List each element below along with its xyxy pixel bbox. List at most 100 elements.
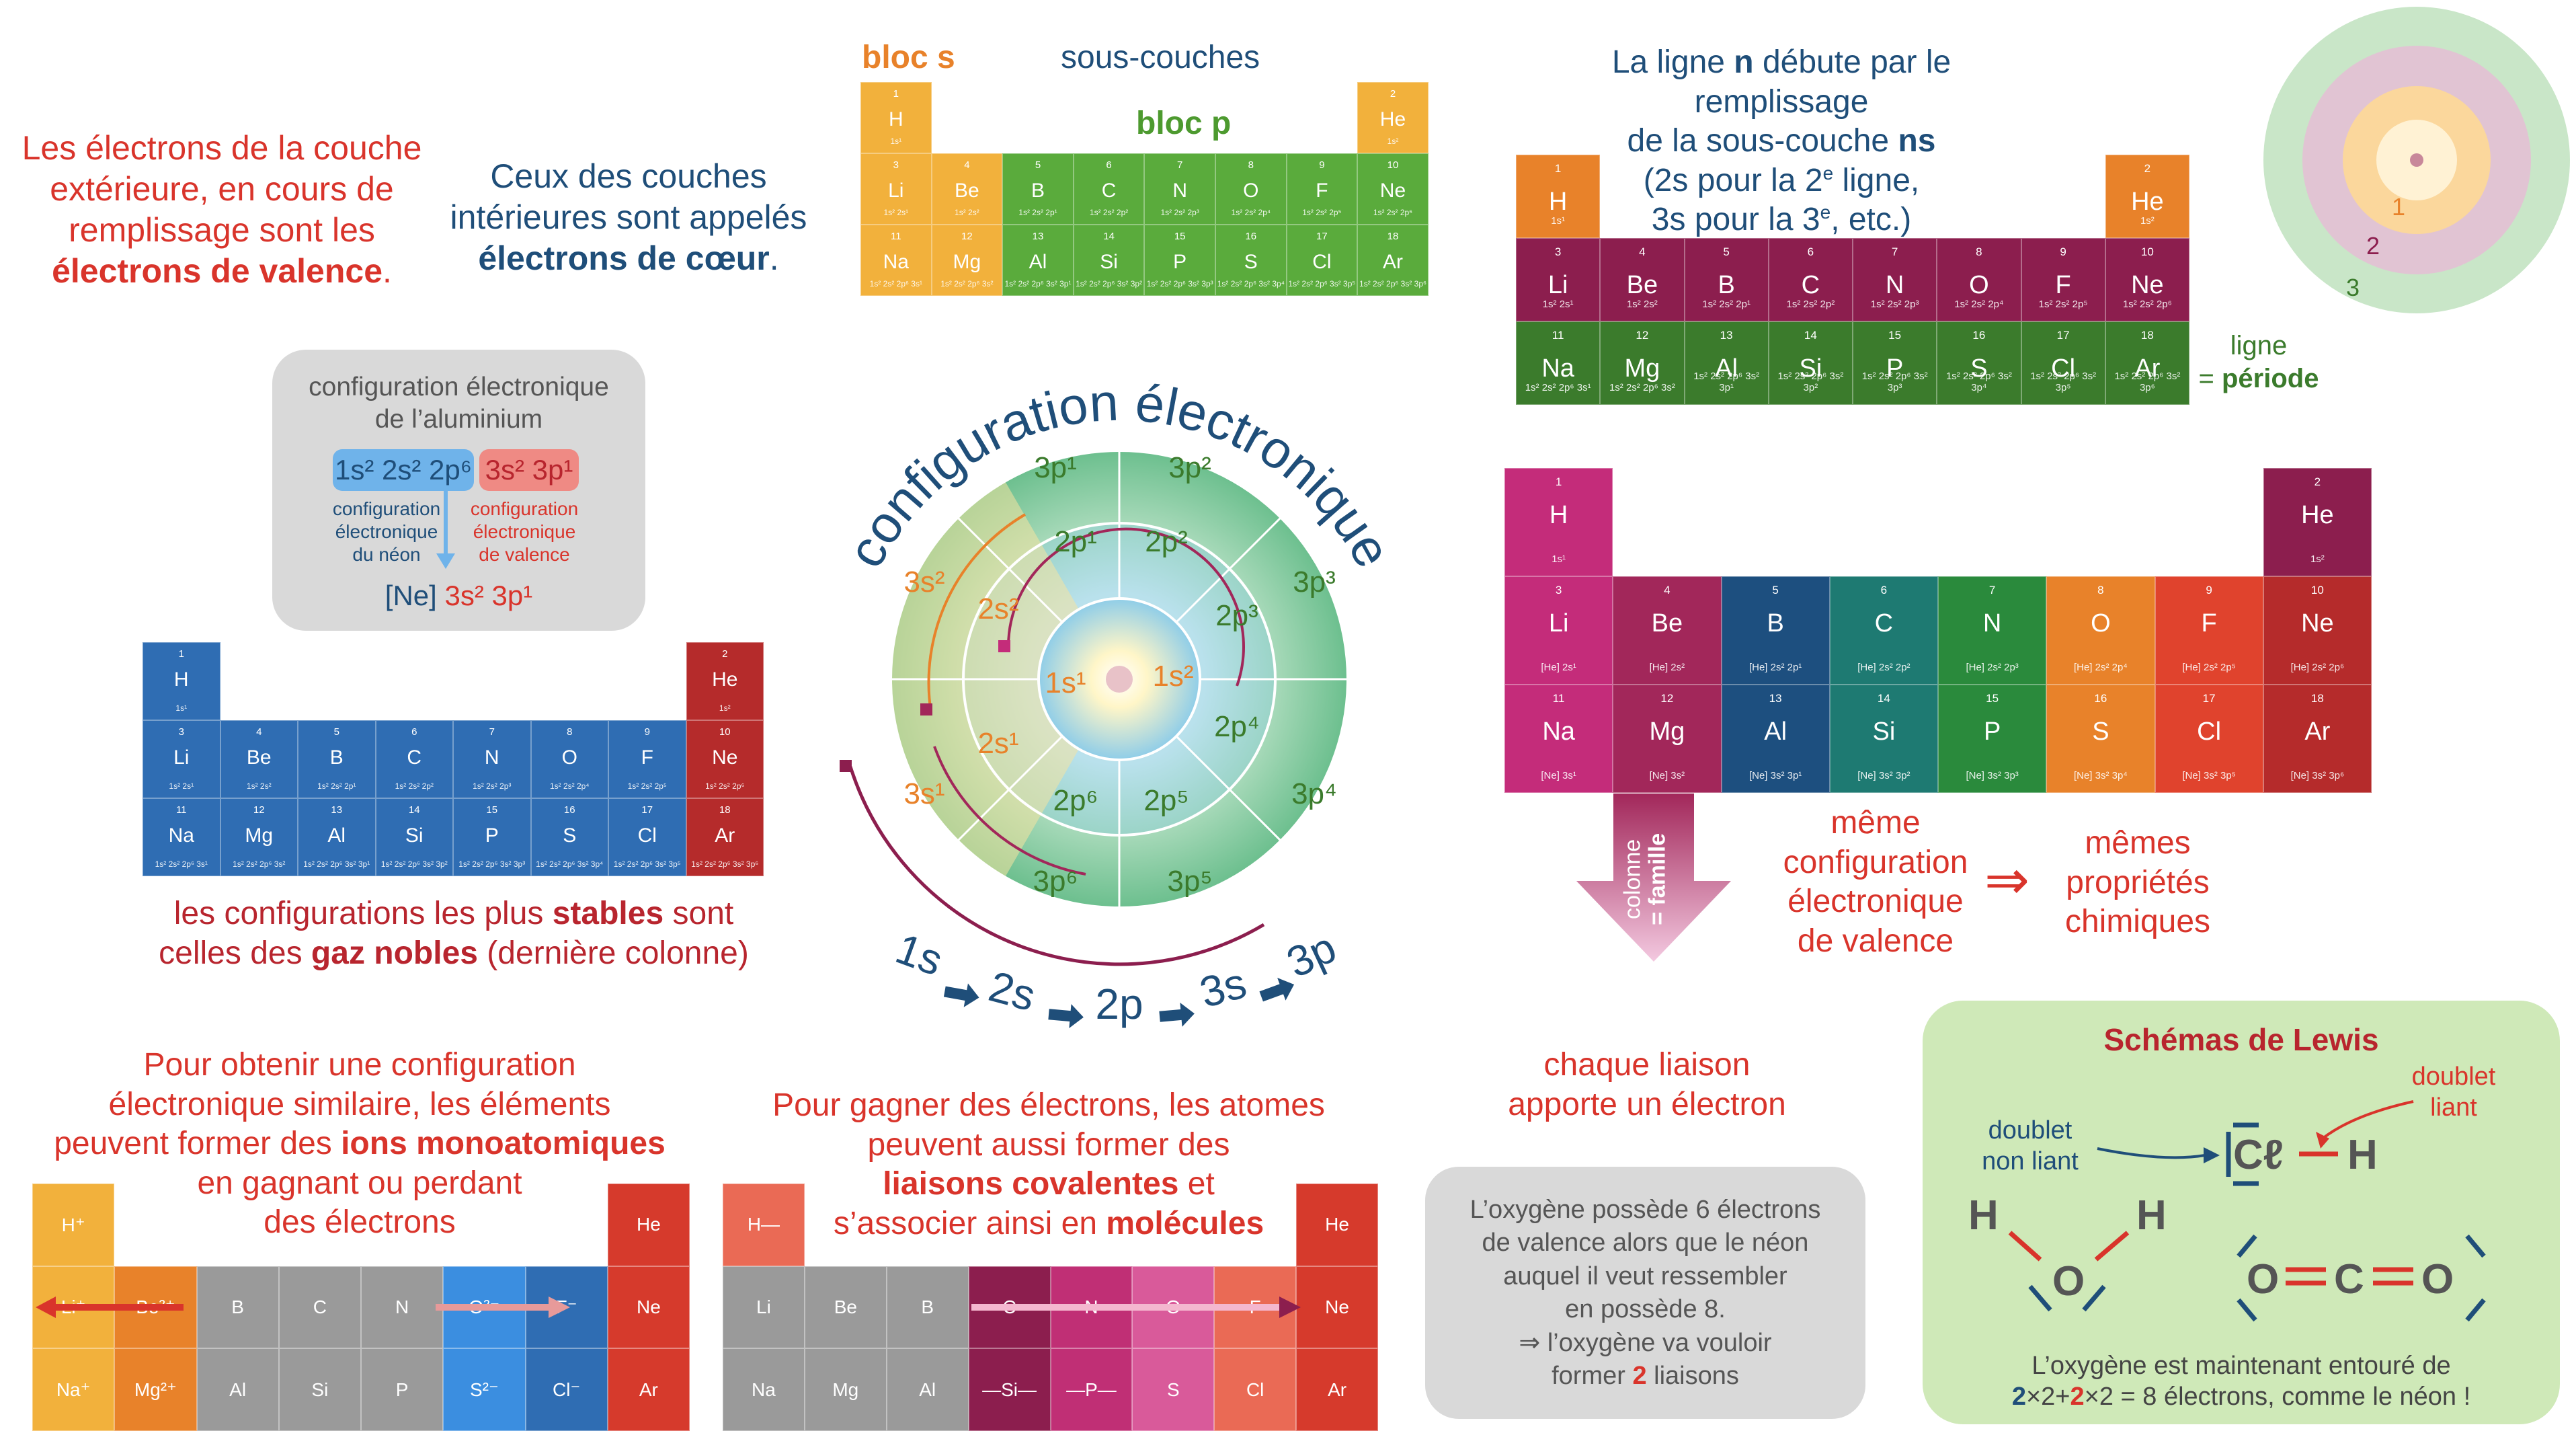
atomic-number: 2 xyxy=(1390,88,1396,100)
element-n: 7 N 1s² 2s² 2p³ xyxy=(1853,238,1937,321)
atomic-number: 18 xyxy=(2310,692,2324,705)
element-symbol: Be xyxy=(955,180,979,202)
atomic-number: 12 xyxy=(253,804,265,816)
ion-cell: Ar xyxy=(1296,1348,1378,1431)
element-config: 1s² 2s² 2p⁶ 3s² 3p⁵ xyxy=(1288,279,1356,288)
ptable-period: 1 H 1s¹ 2 He 1s² 3 Li 1s² 2s¹ 4 Be 1s² 2s² 5 B 1s² 2s²… xyxy=(1516,155,2189,405)
atomic-number: 4 xyxy=(964,159,970,171)
element-config: 1s² 2s² 2p⁶ 3s² 3p² xyxy=(1777,371,1844,393)
valence-part: 3s² 3p¹ xyxy=(479,449,579,491)
ligne-label: ligne = période xyxy=(2198,331,2319,393)
element-h: 1 H 1s¹ xyxy=(1516,155,1601,238)
atomic-number: 2 xyxy=(2144,162,2151,175)
element-h: 1 H 1s¹ xyxy=(860,82,932,153)
element-ne: 10 Ne [He] 2s² 2p⁶ xyxy=(2263,576,2372,685)
o-atom-co2-2: O xyxy=(2421,1256,2454,1303)
element-symbol: B xyxy=(1718,271,1735,299)
label-mid-6: 2p⁵ xyxy=(1143,784,1189,817)
nucleus-icon xyxy=(1106,666,1133,693)
element-h: 1 H 1s¹ xyxy=(143,642,220,720)
element-c: 6 C 1s² 2s² 2p² xyxy=(375,720,453,798)
element-config: 1s² 2s² 2p⁶ 3s² 3p⁴ xyxy=(1217,279,1285,288)
element-config: 1s² 2s² 2p¹ xyxy=(317,781,356,791)
element-config: 1s² 2s² 2p¹ xyxy=(1018,208,1057,217)
same-config-text: même configuration électronique de valence xyxy=(1783,805,1968,959)
element-symbol: O xyxy=(1243,180,1259,202)
element-config: [Ne] 3s² xyxy=(1649,770,1685,781)
element-symbol: Be xyxy=(1651,609,1683,637)
element-b: 5 B 1s² 2s² 2p¹ xyxy=(298,720,376,798)
ions-text: Pour obtenir une configuration électroni… xyxy=(54,1047,666,1241)
element-symbol: C xyxy=(1101,180,1117,202)
element-na: 11 Na 1s² 2s² 2p⁶ 3s¹ xyxy=(860,225,932,296)
element-n: 7 N 1s² 2s² 2p³ xyxy=(1144,153,1215,225)
atomic-number: 17 xyxy=(1316,231,1328,242)
atomic-number: 16 xyxy=(563,804,575,816)
element-config: 1s² 2s² 2p⁶ 3s² 3p⁴ xyxy=(1945,371,2012,393)
element-symbol: Si xyxy=(1872,718,1896,746)
atomic-number: 13 xyxy=(1720,329,1733,342)
element-symbol: Ne xyxy=(712,746,738,769)
element-si: 14 Si 1s² 2s² 2p⁶ 3s² 3p² xyxy=(375,798,453,876)
element-li: 3 Li [He] 2s¹ xyxy=(1504,576,1613,685)
element-symbol: P xyxy=(1983,718,2001,746)
ion-cell: B xyxy=(196,1266,279,1349)
atomic-number: 16 xyxy=(1972,329,1986,342)
element-config: [He] 2s² 2p⁴ xyxy=(2073,662,2128,673)
ion-cell: Mg xyxy=(804,1348,887,1431)
element-config: [He] 2s² 2p¹ xyxy=(1748,662,1802,673)
element-symbol: Be xyxy=(246,746,272,769)
atomic-number: 15 xyxy=(1174,231,1186,242)
element-n: 7 N 1s² 2s² 2p³ xyxy=(453,720,531,798)
element-config: [He] 2s² 2p⁶ xyxy=(2290,662,2345,673)
atomic-number: 4 xyxy=(1664,584,1671,596)
atomic-number: 14 xyxy=(408,804,420,816)
element-mg: 12 Mg [Ne] 3s² xyxy=(1613,685,1722,793)
element-symbol: P xyxy=(485,824,499,847)
ion-cell: He xyxy=(1296,1184,1378,1266)
element-config: 1s² 2s² 2p⁶ 3s² 3p⁴ xyxy=(536,859,604,869)
element-symbol: H xyxy=(1548,188,1568,216)
element-config: [He] 2s² xyxy=(1649,662,1685,673)
order-3s: 3s xyxy=(1195,958,1251,1017)
element-mg: 12 Mg 1s² 2s² 2p⁶ 3s² xyxy=(1600,321,1685,405)
element-symbol: F xyxy=(2055,271,2071,299)
element-config: 1s² 2s¹ xyxy=(1542,299,1574,310)
element-config: 1s² 2s² 2p¹ xyxy=(1702,299,1750,310)
element-config: 1s² 2s² 2p² xyxy=(1089,208,1129,217)
atomic-number: 6 xyxy=(1880,584,1888,596)
element-config: 1s² 2s² 2p⁶ 3s² 3p⁵ xyxy=(2030,371,2097,393)
element-symbol: S xyxy=(1970,354,1988,383)
element-config: 1s² xyxy=(2310,553,2325,565)
element-config: 1s² xyxy=(2140,215,2155,227)
element-symbol: O xyxy=(561,746,577,769)
atomic-number: 6 xyxy=(1807,245,1814,258)
element-p: 15 P 1s² 2s² 2p⁶ 3s² 3p³ xyxy=(453,798,531,876)
atomic-number: 6 xyxy=(1106,159,1112,171)
element-ne: 10 Ne 1s² 2s² 2p⁶ xyxy=(686,720,764,798)
element-symbol: S xyxy=(2092,718,2109,746)
ion-cell: He xyxy=(607,1184,690,1266)
element-symbol: P xyxy=(1173,251,1187,273)
element-symbol: Na xyxy=(1542,718,1575,746)
element-o: 8 O [He] 2s² 2p⁴ xyxy=(2046,576,2155,685)
ion-cell: Ar xyxy=(607,1348,690,1431)
cl-atom: Cℓ xyxy=(2233,1132,2284,1178)
element-be: 4 Be 1s² 2s² xyxy=(1600,238,1685,321)
ion-cell: Be xyxy=(804,1266,887,1349)
element-symbol: S xyxy=(563,824,577,847)
element-b: 5 B 1s² 2s² 2p¹ xyxy=(1684,238,1769,321)
config-wheel: 1s¹ 1s² 2s² 2s¹ 2p¹ 2p² 2p³ 2p⁴ 2p⁵ 2p⁶ 3s² 3s¹ 3p¹ 3… xyxy=(836,373,1403,1028)
element-symbol: N xyxy=(1885,271,1904,299)
label-mid-3: 2p² xyxy=(1145,525,1188,558)
element-config: 1s² 2s² xyxy=(955,208,979,217)
element-si: 14 Si 1s² 2s² 2p⁶ 3s² 3p² xyxy=(1768,321,1853,405)
label-outer-2: 3p¹ xyxy=(1034,451,1077,484)
atomic-number: 3 xyxy=(178,726,184,738)
atomic-number: 12 xyxy=(1660,692,1674,705)
ions-table: H⁺HeLi⁺Be²⁺BCNO²⁻F⁻NeNa⁺Mg²⁺AlSiPS²⁻Cl⁻A… xyxy=(32,1184,690,1431)
label-mid-2: 2p¹ xyxy=(1054,525,1097,558)
ion-cell: N xyxy=(361,1266,444,1349)
label-outer-0: 3s² xyxy=(903,566,944,598)
atomic-number: 9 xyxy=(2206,584,2212,596)
